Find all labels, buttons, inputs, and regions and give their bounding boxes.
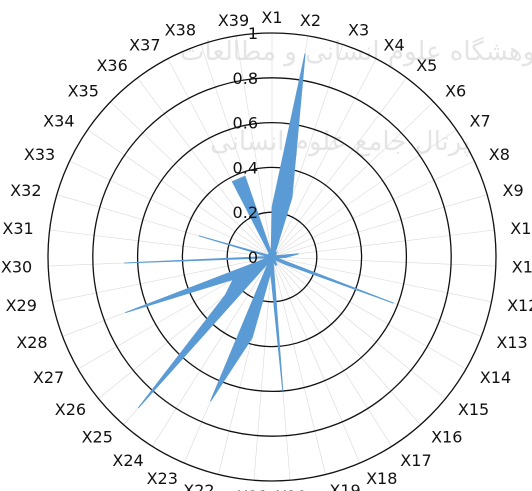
tick-label-5: 1 [248, 24, 258, 43]
tick-label-1: 0.2 [233, 203, 258, 222]
category-label-x7: X7 [470, 112, 491, 131]
tick-label-4: 0.8 [233, 69, 258, 88]
spoke-x31 [49, 229, 273, 258]
category-label-x22: X22 [183, 481, 214, 491]
spoke-x14 [271, 256, 467, 370]
category-label-x4: X4 [384, 36, 405, 55]
spoke-x6 [271, 101, 434, 258]
spoke-x16 [271, 256, 421, 425]
tick-label-2: 0.4 [233, 158, 258, 177]
category-label-x28: X28 [16, 333, 47, 352]
spoke-x35 [110, 101, 273, 258]
category-label-x32: X32 [10, 181, 41, 200]
spoke-x8 [271, 160, 475, 258]
category-label-x18: X18 [366, 469, 397, 488]
category-labels: X1X2X3X4X5X6X7X8X9X10X11X12X13X14X15X16X… [1, 8, 532, 491]
spoke-x34 [87, 129, 273, 258]
tick-label-3: 0.6 [233, 114, 258, 133]
grid-ring-2 [181, 166, 363, 348]
category-label-x12: X12 [507, 296, 532, 315]
spoke-x11 [271, 256, 496, 267]
category-label-x5: X5 [416, 56, 437, 75]
category-label-x35: X35 [68, 82, 99, 101]
category-label-x38: X38 [165, 20, 196, 39]
spoke-x17 [271, 256, 392, 447]
spoke-x36 [137, 77, 273, 258]
category-label-x26: X26 [55, 400, 86, 419]
grid-ring-5 [47, 32, 497, 482]
category-label-x39: X39 [218, 11, 249, 30]
spoke-x18 [271, 256, 361, 464]
category-label-x17: X17 [400, 451, 431, 470]
series-polygon [124, 53, 394, 409]
category-label-x36: X36 [96, 56, 127, 75]
spoke-x21 [253, 256, 273, 481]
series-area [124, 53, 394, 409]
category-label-x6: X6 [445, 82, 466, 101]
category-label-x24: X24 [112, 451, 143, 470]
category-label-x34: X34 [43, 112, 74, 131]
category-label-x37: X37 [129, 36, 160, 55]
spoke-x12 [271, 256, 492, 303]
spoke-x33 [69, 160, 273, 258]
spoke-lines [48, 33, 496, 481]
category-label-x27: X27 [33, 368, 64, 387]
grid-ring-3 [136, 121, 408, 393]
watermark: پژوهشگاه علوم انسانی و مطالعات پرتال جام… [180, 36, 532, 157]
spoke-x29 [52, 256, 273, 303]
category-label-x19: X19 [329, 481, 360, 491]
category-label-x14: X14 [480, 368, 511, 387]
category-label-x33: X33 [24, 145, 55, 164]
spoke-x9 [271, 194, 488, 258]
category-label-x15: X15 [458, 400, 489, 419]
category-label-x9: X9 [503, 181, 524, 200]
spoke-x39 [235, 35, 273, 258]
spoke-x7 [271, 129, 457, 258]
radial-tick-labels: 0 0.2 0.4 0.6 0.8 1 [233, 24, 258, 267]
category-label-x23: X23 [147, 469, 178, 488]
category-label-x25: X25 [82, 428, 113, 447]
category-label-x20: X20 [276, 487, 307, 491]
grid-ring-4 [92, 77, 452, 437]
tick-label-0: 0 [248, 248, 258, 267]
category-label-x2: X2 [300, 11, 321, 30]
watermark-line-1: پژوهشگاه علوم انسانی و مطالعات [180, 36, 532, 67]
spoke-x15 [271, 256, 446, 399]
category-label-x13: X13 [496, 333, 527, 352]
category-label-x29: X29 [6, 296, 37, 315]
category-label-x8: X8 [489, 145, 510, 164]
category-label-x1: X1 [261, 8, 282, 27]
spoke-x4 [271, 58, 377, 258]
category-label-x21: X21 [237, 487, 268, 491]
category-label-x10: X10 [510, 219, 532, 238]
category-label-x16: X16 [431, 428, 462, 447]
spoke-x5 [271, 77, 407, 258]
spoke-x10 [271, 229, 495, 258]
category-label-x30: X30 [1, 258, 32, 277]
category-label-x3: X3 [348, 20, 369, 39]
spoke-x24 [152, 256, 273, 447]
spoke-x19 [271, 256, 326, 475]
category-label-x11: X11 [512, 258, 532, 277]
category-label-x31: X31 [2, 219, 33, 238]
